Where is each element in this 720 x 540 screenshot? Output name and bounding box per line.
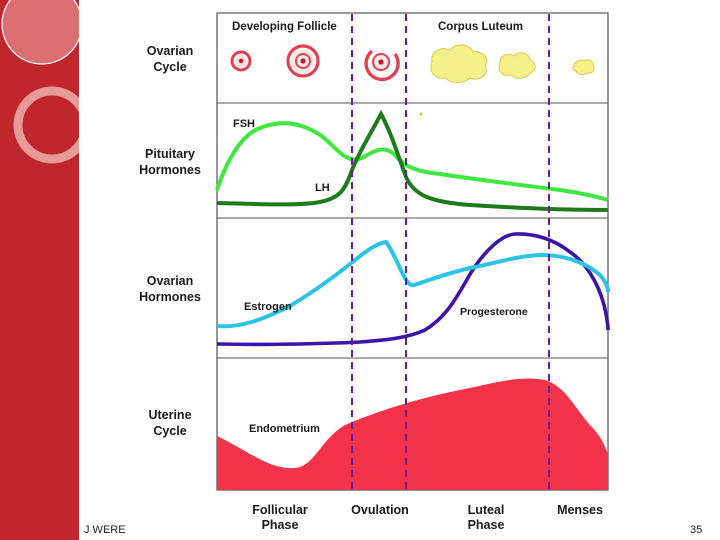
progesterone-curve xyxy=(216,232,610,347)
row-label-ovarian-hormones: Ovarian Hormones xyxy=(139,274,201,304)
corpus-luteum-medium xyxy=(498,52,536,79)
follicle-small xyxy=(230,50,252,72)
corpus-luteum-small xyxy=(572,59,595,75)
corpus-luteum-large xyxy=(430,44,487,83)
decorative-circles xyxy=(1,0,79,164)
decorative-side-band xyxy=(0,0,79,540)
follicle-medium xyxy=(286,44,320,78)
stray-dot xyxy=(419,112,423,116)
row-label-pituitary-hormones: Pituitary Hormones xyxy=(139,147,201,177)
lh-curve xyxy=(216,109,609,212)
row-label-ovarian-cycle: Ovarian Cycle xyxy=(146,44,194,74)
row-label-uterine-cycle: Uterine Cycle xyxy=(148,408,192,438)
label-estrogen: Estrogen xyxy=(244,301,292,313)
footer-author: J WERE xyxy=(84,524,126,536)
endometrium-area xyxy=(217,378,608,490)
phase-label-luteal: Luteal Phase xyxy=(467,503,505,532)
phase-label-follicular: Follicular Phase xyxy=(252,503,308,532)
label-fsh: FSH xyxy=(233,118,255,130)
label-endometrium: Endometrium xyxy=(249,423,320,435)
phase-label-menses: Menses xyxy=(557,503,603,517)
fsh-curve xyxy=(215,121,609,202)
label-corpus-luteum: Corpus Luteum xyxy=(438,21,523,33)
phase-label-ovulation: Ovulation xyxy=(351,503,409,517)
label-developing-follicle: Developing Follicle xyxy=(232,21,337,33)
label-lh: LH xyxy=(315,182,330,194)
estrogen-curve xyxy=(216,239,610,329)
follicle-rupturing xyxy=(364,49,400,82)
slide-page-number: 35 xyxy=(690,524,703,536)
label-progesterone: Progesterone xyxy=(460,306,528,318)
